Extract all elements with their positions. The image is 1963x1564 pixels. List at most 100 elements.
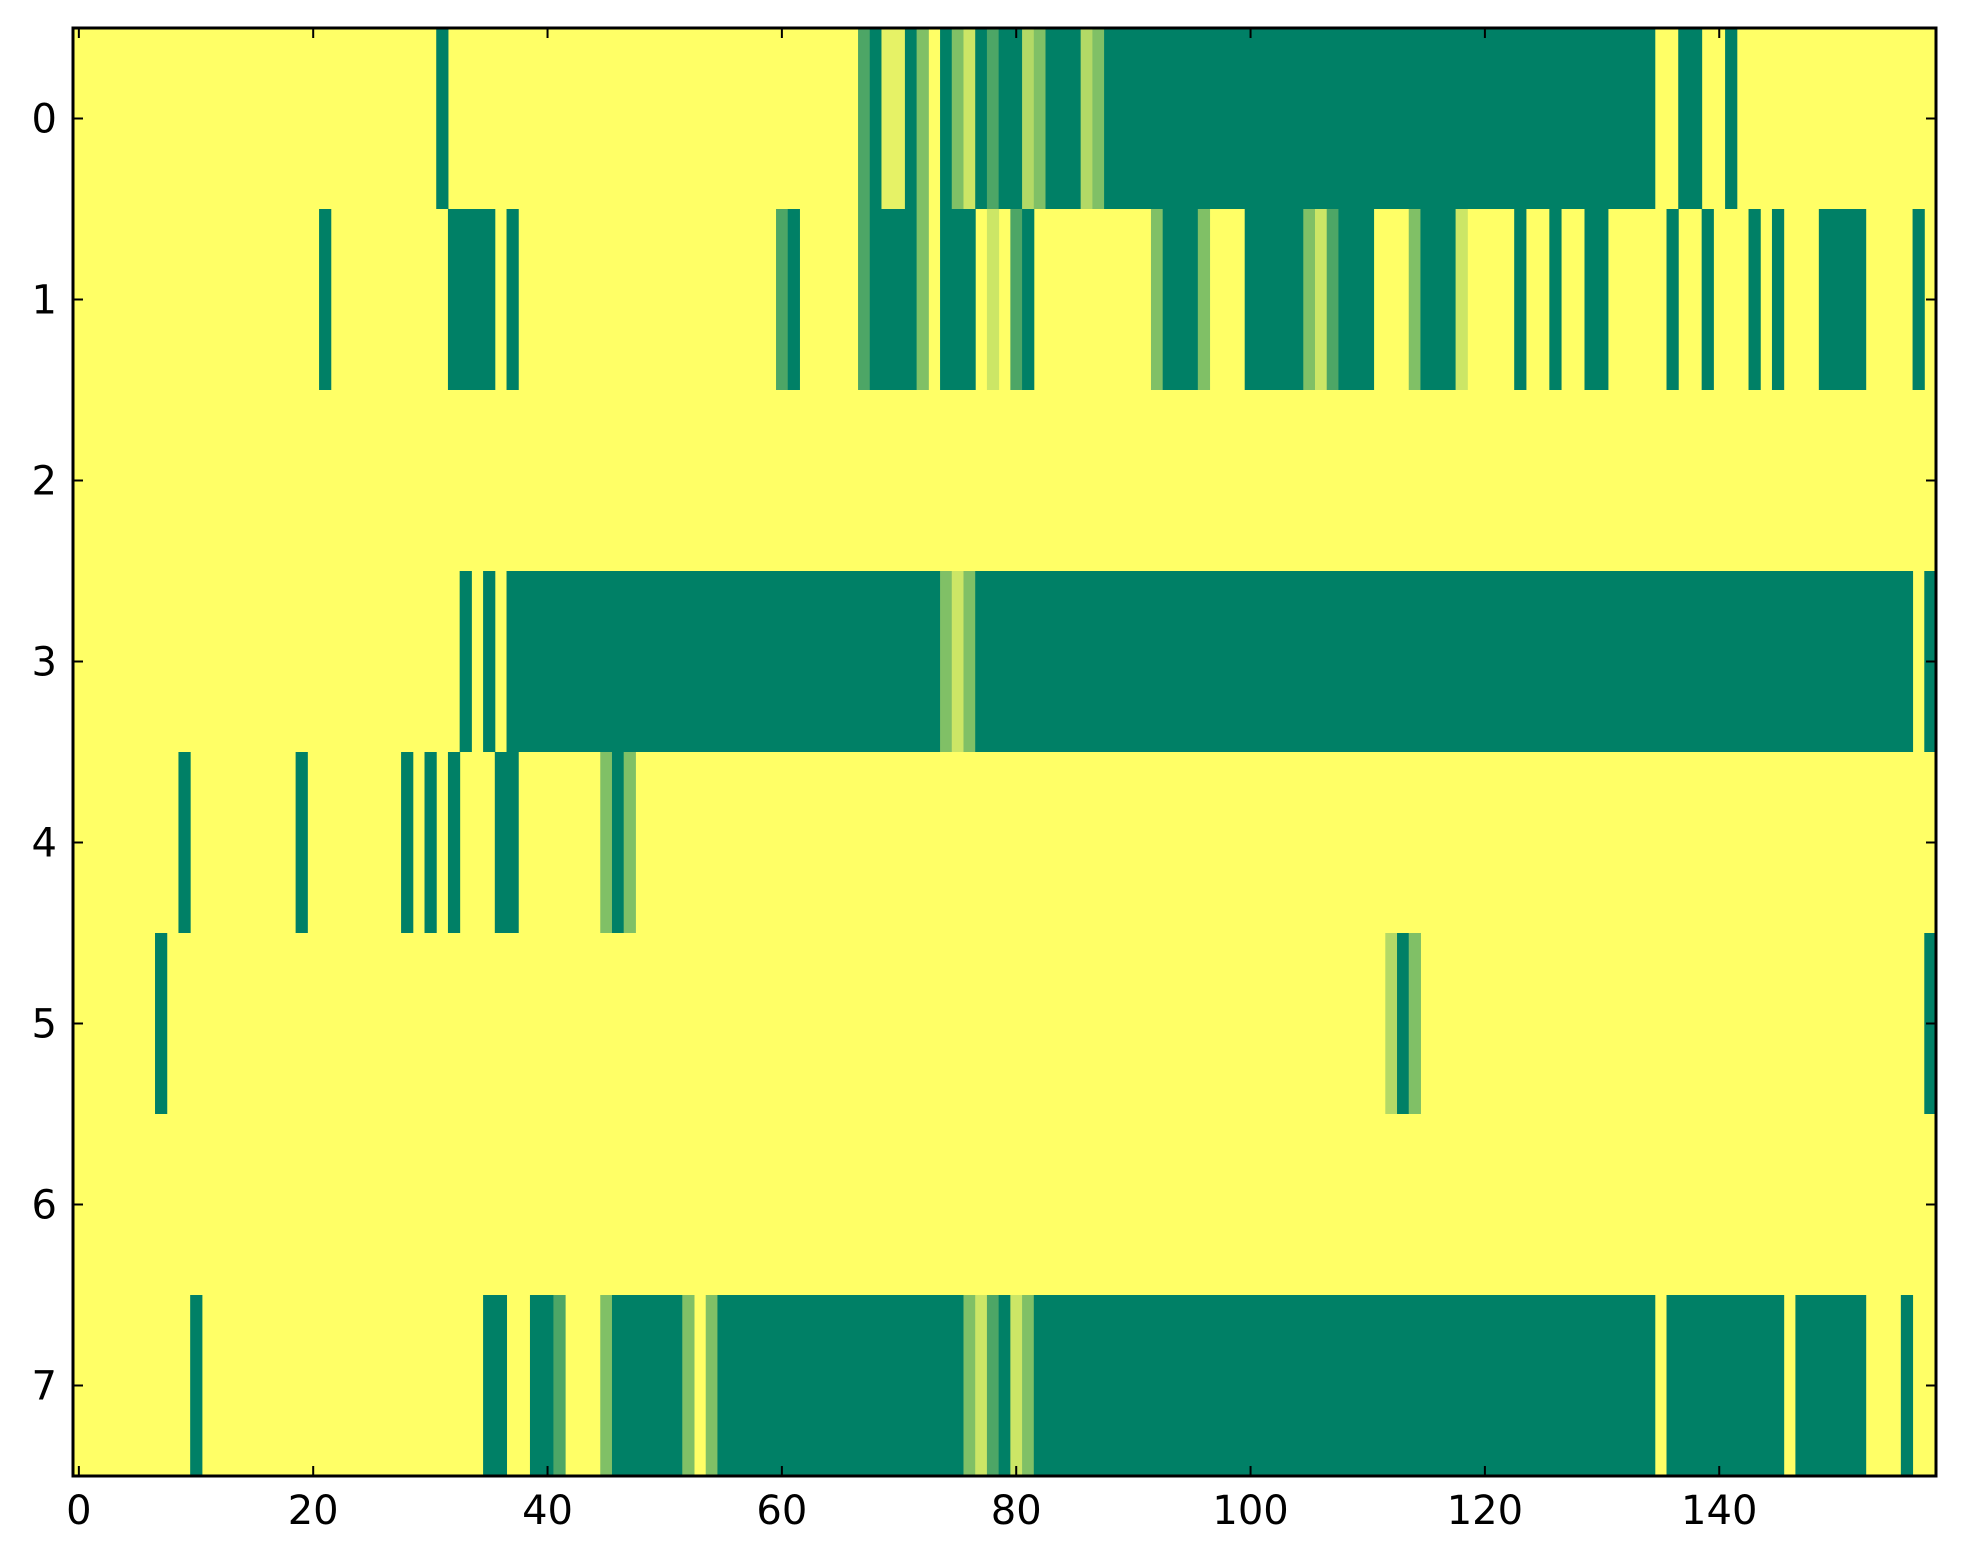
- heatmap-cell: [1666, 209, 1679, 390]
- heatmap-cell: [178, 752, 191, 933]
- heatmap-cell: [611, 752, 625, 933]
- heatmap-cell: [1584, 209, 1609, 390]
- heatmap-cell: [940, 28, 953, 209]
- heatmap-cell: [1092, 28, 1105, 209]
- heatmap-cell: [1549, 209, 1562, 390]
- x-tick-label: 140: [1681, 1488, 1757, 1534]
- x-tick-label: 0: [66, 1488, 91, 1534]
- y-tick-label: 4: [32, 821, 57, 867]
- heatmap-cell: [1678, 28, 1703, 209]
- heatmap-cell: [494, 752, 519, 933]
- heatmap-cell: [963, 1295, 976, 1476]
- heatmap-cell: [1900, 1295, 1914, 1476]
- heatmap-cell: [1022, 1295, 1035, 1476]
- heatmap-cell: [447, 752, 461, 933]
- y-tick-label: 7: [32, 1364, 57, 1410]
- heatmap-cell: [940, 209, 976, 390]
- heatmap-cell: [963, 571, 976, 752]
- heatmap-cell: [1420, 209, 1457, 390]
- heatmap-cell: [1385, 933, 1398, 1114]
- y-tick-label: 2: [32, 459, 57, 505]
- heatmap-cell: [682, 1295, 695, 1476]
- heatmap-cell: [1150, 209, 1164, 390]
- heatmap-cell: [951, 571, 964, 752]
- heatmap-cell: [986, 209, 1000, 390]
- y-tick-label: 5: [32, 1002, 57, 1048]
- heatmap-cell: [436, 28, 449, 209]
- y-tick-label: 6: [32, 1183, 57, 1229]
- heatmap-cell: [1315, 209, 1328, 390]
- heatmap-cell: [1397, 933, 1410, 1114]
- heatmap-cell: [623, 752, 636, 933]
- heatmap-cell: [611, 1295, 683, 1476]
- x-tick-label: 100: [1212, 1488, 1288, 1534]
- heatmap-cell: [869, 28, 882, 209]
- heatmap-cell: [951, 28, 964, 209]
- heatmap-cell: [506, 209, 519, 390]
- heatmap-cell: [506, 571, 941, 752]
- x-tick-label: 120: [1447, 1488, 1523, 1534]
- heatmap-cell: [881, 28, 906, 209]
- heatmap-cell: [940, 571, 953, 752]
- y-tick-label: 3: [32, 640, 57, 686]
- heatmap-cell: [1795, 1295, 1867, 1476]
- heatmap-cell: [1666, 1295, 1785, 1476]
- heatmap-cell: [1701, 209, 1714, 390]
- heatmap-cell: [447, 209, 496, 390]
- heatmap-cell: [787, 209, 800, 390]
- heatmap-cell: [975, 28, 988, 209]
- heatmap-cell: [705, 1295, 718, 1476]
- heatmap-cell: [1326, 209, 1339, 390]
- heatmap-cell: [717, 1295, 964, 1476]
- heatmap-cell: [1725, 28, 1738, 209]
- heatmap-cell: [986, 1295, 1000, 1476]
- heatmap-cell: [1033, 28, 1047, 209]
- heatmap-cell: [1912, 209, 1925, 390]
- heatmap-cell: [483, 1295, 508, 1476]
- heatmap-cell: [1080, 28, 1093, 209]
- heatmap-cell: [459, 571, 472, 752]
- x-axis: 0 20 40 60 80 100 120 140: [66, 28, 1757, 1534]
- heatmap-cell: [483, 571, 496, 752]
- heatmap-cell: [1408, 933, 1421, 1114]
- heatmap-cell: [1162, 209, 1199, 390]
- heatmap-cell: [1818, 209, 1867, 390]
- heatmap-cell: [1408, 209, 1421, 390]
- heatmap-cell: [529, 1295, 554, 1476]
- heatmap-cell: [190, 1295, 203, 1476]
- heatmap-cell: [904, 28, 918, 209]
- heatmap-cell: [424, 752, 437, 933]
- heatmap-cell: [1197, 209, 1211, 390]
- y-tick-label: 1: [32, 278, 57, 324]
- heatmap-cell: [1338, 209, 1375, 390]
- x-tick-label: 20: [288, 1488, 339, 1534]
- heatmap-cell: [916, 28, 929, 209]
- heatmap-cell: [975, 571, 1914, 752]
- heatmap-cell: [1748, 209, 1761, 390]
- heatmap-cell: [998, 1295, 1011, 1476]
- heatmap-cell: [1455, 209, 1468, 390]
- plot-frame: [71, 26, 1938, 1478]
- heatmap-cell: [600, 1295, 613, 1476]
- heatmap-cell: [1303, 209, 1316, 390]
- x-tick-label: 80: [991, 1488, 1042, 1534]
- heatmap-cell: [1771, 209, 1785, 390]
- heatmap-cell: [916, 209, 929, 390]
- heatmap-cell: [998, 28, 1023, 209]
- heatmap-cell: [986, 28, 1000, 209]
- x-tick-label: 40: [522, 1488, 573, 1534]
- heatmap-cell: [553, 1295, 566, 1476]
- heatmap-cell: [1045, 28, 1082, 209]
- heatmap-cell: [1104, 28, 1656, 209]
- x-tick-label: 60: [756, 1488, 807, 1534]
- heatmap-cells: [73, 28, 1937, 1476]
- heatmap-cell: [1244, 209, 1304, 390]
- heatmap-cell: [975, 1295, 988, 1476]
- heatmap-cell: [858, 209, 871, 390]
- heatmap-cell: [963, 28, 976, 209]
- heatmap-cell: [319, 209, 332, 390]
- heatmap-cell: [1514, 209, 1527, 390]
- heatmap-cell: [155, 933, 168, 1114]
- heatmap-cell: [858, 28, 871, 209]
- heatmap-cell: [1010, 1295, 1023, 1476]
